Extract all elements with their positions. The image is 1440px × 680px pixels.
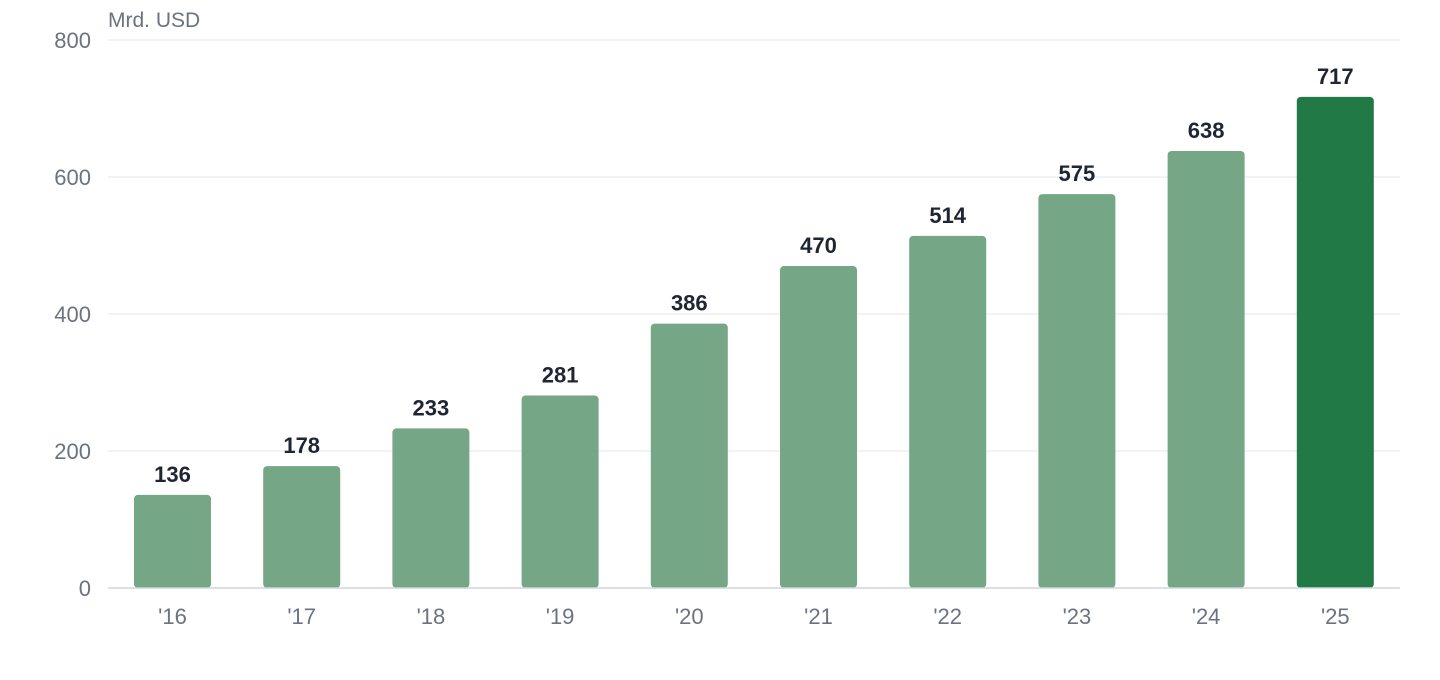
value-labels: 136 178 233 281 386 470 514 575 638 717 <box>154 64 1354 487</box>
x-tick-label: '16 <box>158 604 187 629</box>
x-tick-label: '23 <box>1063 604 1092 629</box>
bar-25 <box>1296 96 1374 588</box>
value-label: 638 <box>1188 118 1225 143</box>
bar-23 <box>1038 194 1116 588</box>
bar-21 <box>780 266 857 588</box>
bar-24 <box>1167 150 1245 588</box>
bars <box>134 96 1374 588</box>
value-label: 575 <box>1059 161 1096 186</box>
value-label: 136 <box>154 462 191 487</box>
value-label: 281 <box>542 363 579 388</box>
x-tick-label: '18 <box>417 604 446 629</box>
x-tick-label: '22 <box>933 604 962 629</box>
value-label: 470 <box>800 233 837 258</box>
x-tick-label: '20 <box>675 604 704 629</box>
y-tick-label: 600 <box>54 165 91 190</box>
bar-16 <box>134 494 211 588</box>
value-label: 386 <box>671 291 708 316</box>
x-tick-label: '19 <box>546 604 575 629</box>
bar-19 <box>521 395 599 588</box>
y-tick-label: 0 <box>79 576 91 601</box>
x-tick-label: '21 <box>804 604 833 629</box>
y-tick-label: 200 <box>54 439 91 464</box>
bar-20 <box>650 323 728 588</box>
value-label: 717 <box>1317 64 1354 89</box>
bar-17 <box>263 466 341 588</box>
bar-22 <box>909 235 987 588</box>
x-tick-label: '25 <box>1321 604 1350 629</box>
y-axis-ticks: 0 200 400 600 800 <box>54 28 91 601</box>
value-label: 233 <box>413 395 450 420</box>
x-tick-label: '24 <box>1192 604 1221 629</box>
value-label: 178 <box>283 433 320 458</box>
x-tick-label: '17 <box>287 604 316 629</box>
y-tick-label: 400 <box>54 302 91 327</box>
bar-18 <box>392 428 470 588</box>
value-label: 514 <box>929 203 966 228</box>
x-axis-ticks: '16 '17 '18 '19 '20 '21 '22 '23 '24 '25 <box>158 604 1349 629</box>
y-axis-unit-label: Mrd. USD <box>108 9 200 32</box>
y-tick-label: 800 <box>54 28 91 53</box>
